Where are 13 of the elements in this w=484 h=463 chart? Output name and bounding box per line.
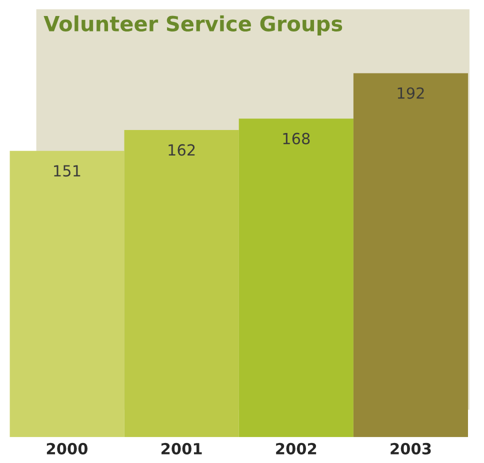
chart-title: Volunteer Service Groups — [44, 15, 342, 36]
bar — [353, 73, 468, 438]
data-label: 151 — [54, 165, 80, 177]
x-tick-label: 2002 — [276, 442, 316, 454]
data-label: 162 — [168, 144, 195, 156]
x-tick-label: 2000 — [46, 442, 88, 454]
data-label: 168 — [283, 132, 310, 144]
data-label: 192 — [398, 87, 424, 99]
x-tick-label: 2001 — [162, 442, 202, 454]
bar — [238, 118, 354, 438]
bar — [124, 130, 239, 438]
bar — [10, 150, 124, 438]
x-tick-label: 2003 — [390, 442, 431, 454]
